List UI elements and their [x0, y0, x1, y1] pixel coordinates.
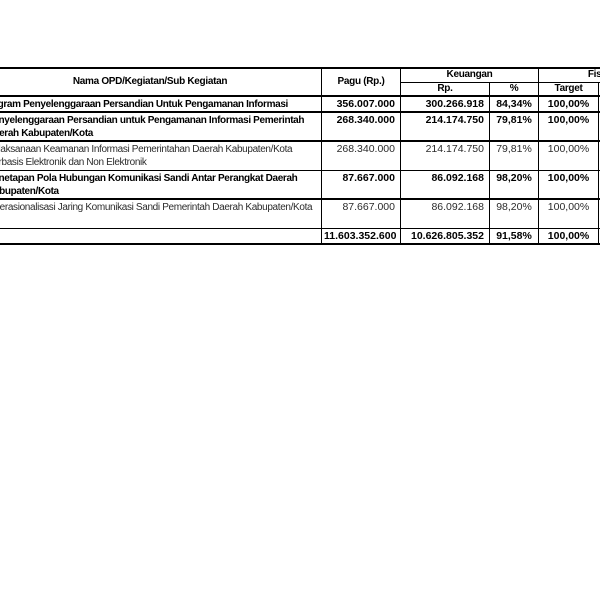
cell-keuangan-rp: 86.092.168 — [400, 169, 490, 200]
header-pagu: Pagu (Rp.) — [321, 67, 401, 97]
cell-nama: Pelaksanaan Keamanan Informasi Pemerinta… — [0, 140, 322, 171]
header-fisik-clipped-column — [598, 81, 600, 97]
table-row-sub-kegiatan: Pelaksanaan Keamanan Informasi Pemerinta… — [0, 140, 600, 171]
cell-fisik-target: 100,00% — [538, 140, 600, 171]
cell-clipped — [598, 169, 600, 200]
cell-fisik-target: 100,00% — [538, 95, 600, 113]
header-keuangan-rp: Rp. — [400, 81, 490, 97]
budget-report-table: Nama OPD/Kegiatan/Sub Kegiatan Pagu (Rp.… — [0, 67, 600, 245]
header-fisik-target: Target — [538, 81, 600, 97]
cell-keuangan-rp: 300.266.918 — [400, 95, 490, 113]
header-keuangan-pct: % — [488, 81, 540, 97]
table-body: Program Penyelenggaraan Persandian Untuk… — [0, 95, 600, 244]
budget-report-table-container: Nama OPD/Kegiatan/Sub Kegiatan Pagu (Rp.… — [0, 67, 600, 245]
cell-keuangan-pct: 98,20% — [488, 198, 540, 229]
cell-pagu: 356.007.000 — [321, 95, 401, 113]
cell-keuangan-pct: 98,20% — [488, 169, 540, 200]
cell-total-keuangan-pct: 91,58% — [488, 227, 540, 244]
table-row-kegiatan: Penyelenggaraan Persandian untuk Pengama… — [0, 111, 600, 142]
cell-nama: Penyelenggaraan Persandian untuk Pengama… — [0, 111, 322, 142]
cell-keuangan-rp: 86.092.168 — [400, 198, 490, 229]
cell-pagu: 87.667.000 — [321, 169, 401, 200]
cell-clipped — [598, 95, 600, 113]
cell-keuangan-rp: 214.174.750 — [400, 111, 490, 142]
cell-nama: Operasionalisasi Jaring Komunikasi Sandi… — [0, 198, 322, 229]
cell-total-fisik-target: 100,00% — [538, 227, 600, 244]
cell-keuangan-pct: 79,81% — [488, 140, 540, 171]
table-header: Nama OPD/Kegiatan/Sub Kegiatan Pagu (Rp.… — [0, 67, 600, 97]
cell-total-pagu: 11.603.352.600 — [321, 227, 401, 244]
header-group-keuangan: Keuangan — [399, 67, 540, 83]
table-row-program: Program Penyelenggaraan Persandian Untuk… — [0, 95, 600, 113]
cell-nama: Penetapan Pola Hubungan Komunikasi Sandi… — [0, 169, 322, 200]
cell-pagu: 268.340.000 — [321, 111, 401, 142]
table-row-kegiatan: Penetapan Pola Hubungan Komunikasi Sandi… — [0, 169, 600, 200]
cell-keuangan-pct: 84,34% — [488, 95, 540, 113]
cell-clipped — [598, 111, 600, 142]
table-row-sub-kegiatan: Operasionalisasi Jaring Komunikasi Sandi… — [0, 198, 600, 229]
cell-nama: Program Penyelenggaraan Persandian Untuk… — [0, 95, 322, 113]
header-group-fisik: Fisik — [538, 67, 600, 83]
cell-total-keuangan-rp: 10.626.805.352 — [400, 227, 490, 244]
cell-clipped — [598, 227, 600, 244]
cell-pagu: 87.667.000 — [321, 198, 401, 229]
cell-fisik-target: 100,00% — [538, 169, 600, 200]
cell-clipped — [598, 198, 600, 229]
cell-keuangan-rp: 214.174.750 — [400, 140, 490, 171]
cell-keuangan-pct: 79,81% — [488, 111, 540, 142]
table-row-total: 11.603.352.600 10.626.805.352 91,58% 100… — [0, 227, 600, 244]
cell-fisik-target: 100,00% — [538, 111, 600, 142]
header-nama-opd: Nama OPD/Kegiatan/Sub Kegiatan — [0, 67, 322, 97]
cell-fisik-target: 100,00% — [538, 198, 600, 229]
cell-nama-empty — [0, 227, 322, 244]
cell-pagu: 268.340.000 — [321, 140, 401, 171]
